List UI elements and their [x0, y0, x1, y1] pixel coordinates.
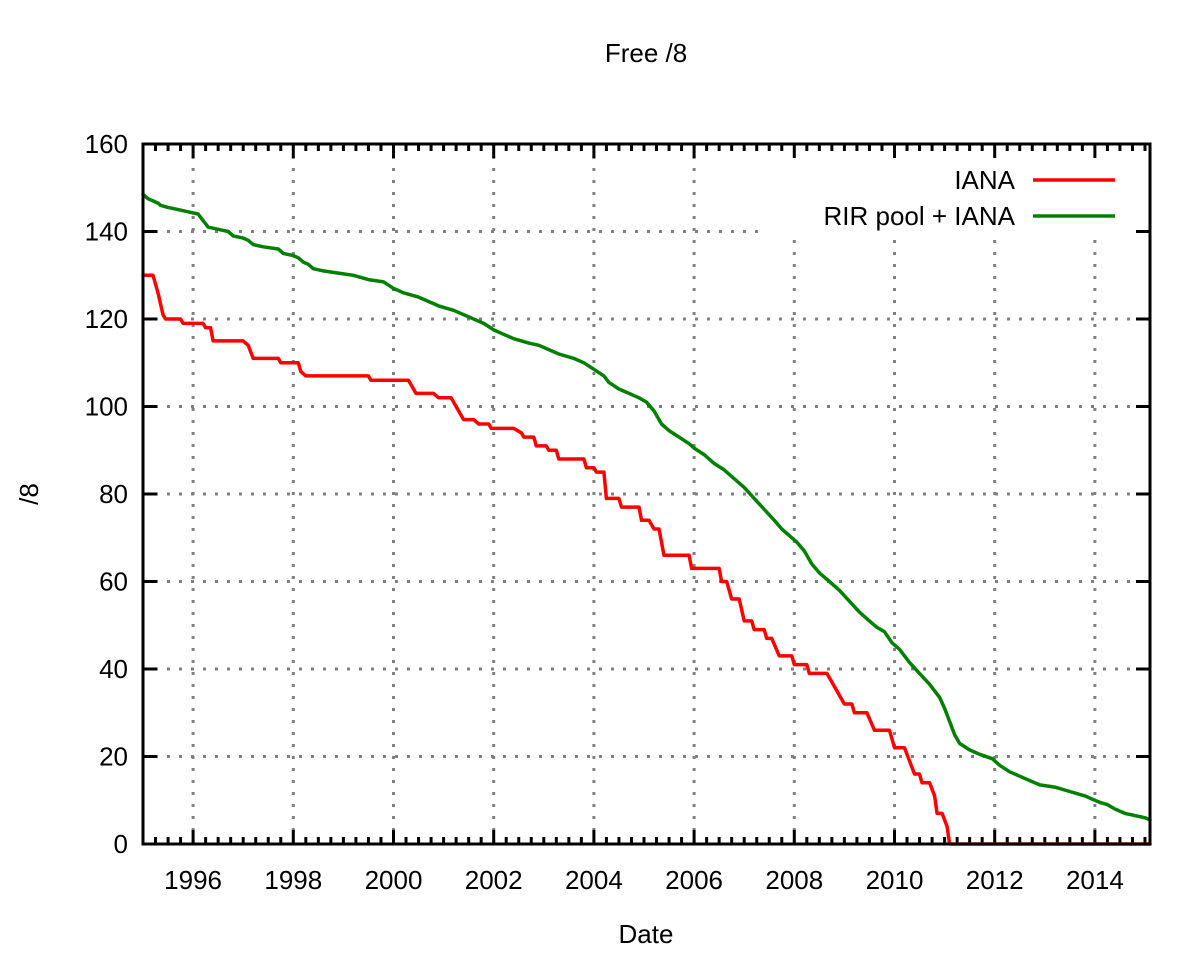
x-tick-label: 1996	[164, 865, 222, 895]
y-tick-label: 40	[99, 654, 128, 684]
y-axis-label: /8	[14, 483, 44, 505]
y-tick-label: 120	[85, 304, 128, 334]
y-tick-label: 20	[99, 742, 128, 772]
series-line	[141, 192, 1152, 822]
plot-frame	[141, 142, 1152, 846]
x-tick-label: 2000	[365, 865, 423, 895]
chart-title: Free /8	[605, 38, 687, 68]
x-tick-label: 2014	[1066, 865, 1124, 895]
legend-label: IANA	[954, 165, 1015, 195]
x-axis-label: Date	[619, 919, 674, 949]
y-tick-labels: 0 20 40 60 80 100 120 140 160	[85, 129, 128, 859]
legend-label: RIR pool + IANA	[824, 201, 1016, 231]
x-tick-labels: 1996 1998 2000 2002 2004 2006 2008 2010 2012 2014	[164, 865, 1124, 895]
x-tick-label: 2004	[565, 865, 623, 895]
x-tick-label: 2008	[765, 865, 823, 895]
y-tick-label: 80	[99, 479, 128, 509]
x-tick-label: 2012	[966, 865, 1024, 895]
y-tick-label: 140	[85, 217, 128, 247]
x-tick-label: 2010	[866, 865, 924, 895]
series-line	[141, 273, 1152, 846]
legend: IANA RIR pool + IANA	[824, 165, 1115, 231]
series-lines	[141, 192, 1152, 846]
x-tick-label: 1998	[264, 865, 322, 895]
x-tick-label: 2006	[665, 865, 723, 895]
grid-lines	[143, 144, 1150, 844]
y-tick-label: 160	[85, 129, 128, 159]
y-tick-label: 100	[85, 392, 128, 422]
x-tick-label: 2002	[465, 865, 523, 895]
y-tick-label: 0	[114, 829, 128, 859]
y-tick-label: 60	[99, 567, 128, 597]
